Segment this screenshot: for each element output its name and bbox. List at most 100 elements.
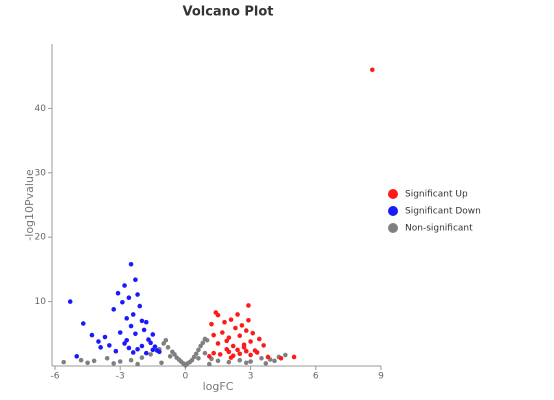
data-point (211, 350, 216, 356)
data-point (74, 354, 80, 359)
data-point (124, 316, 130, 321)
data-point (120, 299, 125, 305)
data-point (235, 347, 240, 353)
x-tick-label: 0 (183, 372, 189, 382)
data-point (143, 319, 149, 325)
data-point (254, 350, 260, 355)
data-point (107, 343, 112, 348)
y-axis-title: -log10Pvalue (23, 169, 36, 241)
data-point (222, 319, 227, 325)
data-point (243, 348, 249, 354)
data-point (226, 349, 232, 355)
data-point (189, 357, 195, 363)
data-point (167, 354, 173, 359)
data-point (98, 345, 103, 350)
legend-label: Significant Down (405, 207, 481, 217)
data-point (163, 337, 169, 343)
data-point (172, 352, 177, 357)
data-point (67, 299, 73, 304)
data-point (198, 343, 203, 349)
data-point (115, 290, 121, 296)
data-point (215, 341, 221, 346)
data-point (237, 357, 243, 363)
data-point (102, 334, 108, 340)
data-point (243, 360, 249, 366)
data-point (228, 317, 234, 322)
data-point (291, 354, 297, 360)
x-tick-label: -3 (116, 372, 125, 382)
data-point (150, 332, 156, 337)
data-point (122, 283, 127, 288)
x-tick-label: 9 (378, 372, 384, 382)
x-tick-label: -6 (51, 372, 60, 382)
data-point (117, 359, 123, 364)
data-point (126, 295, 132, 301)
data-point (128, 357, 134, 363)
data-point (128, 261, 134, 267)
data-point (80, 321, 86, 326)
x-axis-title: logFC (203, 380, 234, 393)
data-point (217, 352, 223, 357)
data-point (283, 352, 288, 358)
data-point (111, 361, 116, 366)
data-point (226, 335, 232, 340)
data-point (241, 342, 247, 348)
data-point (263, 361, 269, 366)
data-point (220, 330, 225, 335)
data-point (135, 346, 140, 352)
data-point (265, 354, 271, 360)
data-point (159, 360, 164, 366)
data-point (248, 359, 253, 364)
data-point (130, 312, 136, 317)
data-point (209, 321, 214, 327)
data-point (207, 354, 212, 359)
legend-marker (388, 206, 398, 216)
data-point (259, 355, 264, 361)
data-point (139, 355, 145, 360)
data-point (157, 349, 162, 355)
data-point (111, 307, 116, 312)
data-point (272, 358, 277, 364)
data-point (204, 337, 210, 343)
data-point (215, 312, 221, 318)
data-point (230, 343, 236, 349)
data-point (196, 355, 201, 361)
data-point (248, 339, 253, 344)
data-point (237, 351, 243, 357)
data-point (161, 341, 166, 346)
data-point (148, 340, 153, 346)
data-point (122, 341, 127, 346)
data-point (117, 330, 123, 335)
legend-marker (388, 189, 398, 199)
data-point (207, 361, 212, 367)
data-point (233, 325, 238, 331)
data-point (256, 336, 262, 342)
data-point (202, 350, 208, 356)
data-point (139, 318, 145, 324)
data-point (250, 330, 256, 336)
data-point (135, 361, 140, 367)
chart-title: Volcano Plot (182, 5, 273, 20)
x-tick-label: 6 (313, 372, 319, 382)
data-point (78, 357, 84, 363)
data-point (246, 303, 251, 308)
data-point (200, 340, 206, 346)
data-point (124, 337, 130, 343)
x-tick-label: 3 (248, 372, 254, 382)
data-point (61, 359, 66, 365)
data-point (246, 317, 251, 323)
data-point (152, 344, 158, 349)
data-point (165, 345, 171, 350)
data-point (133, 331, 138, 337)
data-point (228, 355, 234, 360)
data-point (239, 323, 245, 328)
data-point (135, 292, 140, 297)
data-point (191, 354, 197, 360)
data-point (133, 277, 138, 283)
data-point (226, 359, 232, 365)
legend-label: Significant Up (405, 190, 468, 200)
data-point (139, 343, 145, 349)
data-point (215, 358, 221, 364)
data-point (261, 343, 266, 348)
